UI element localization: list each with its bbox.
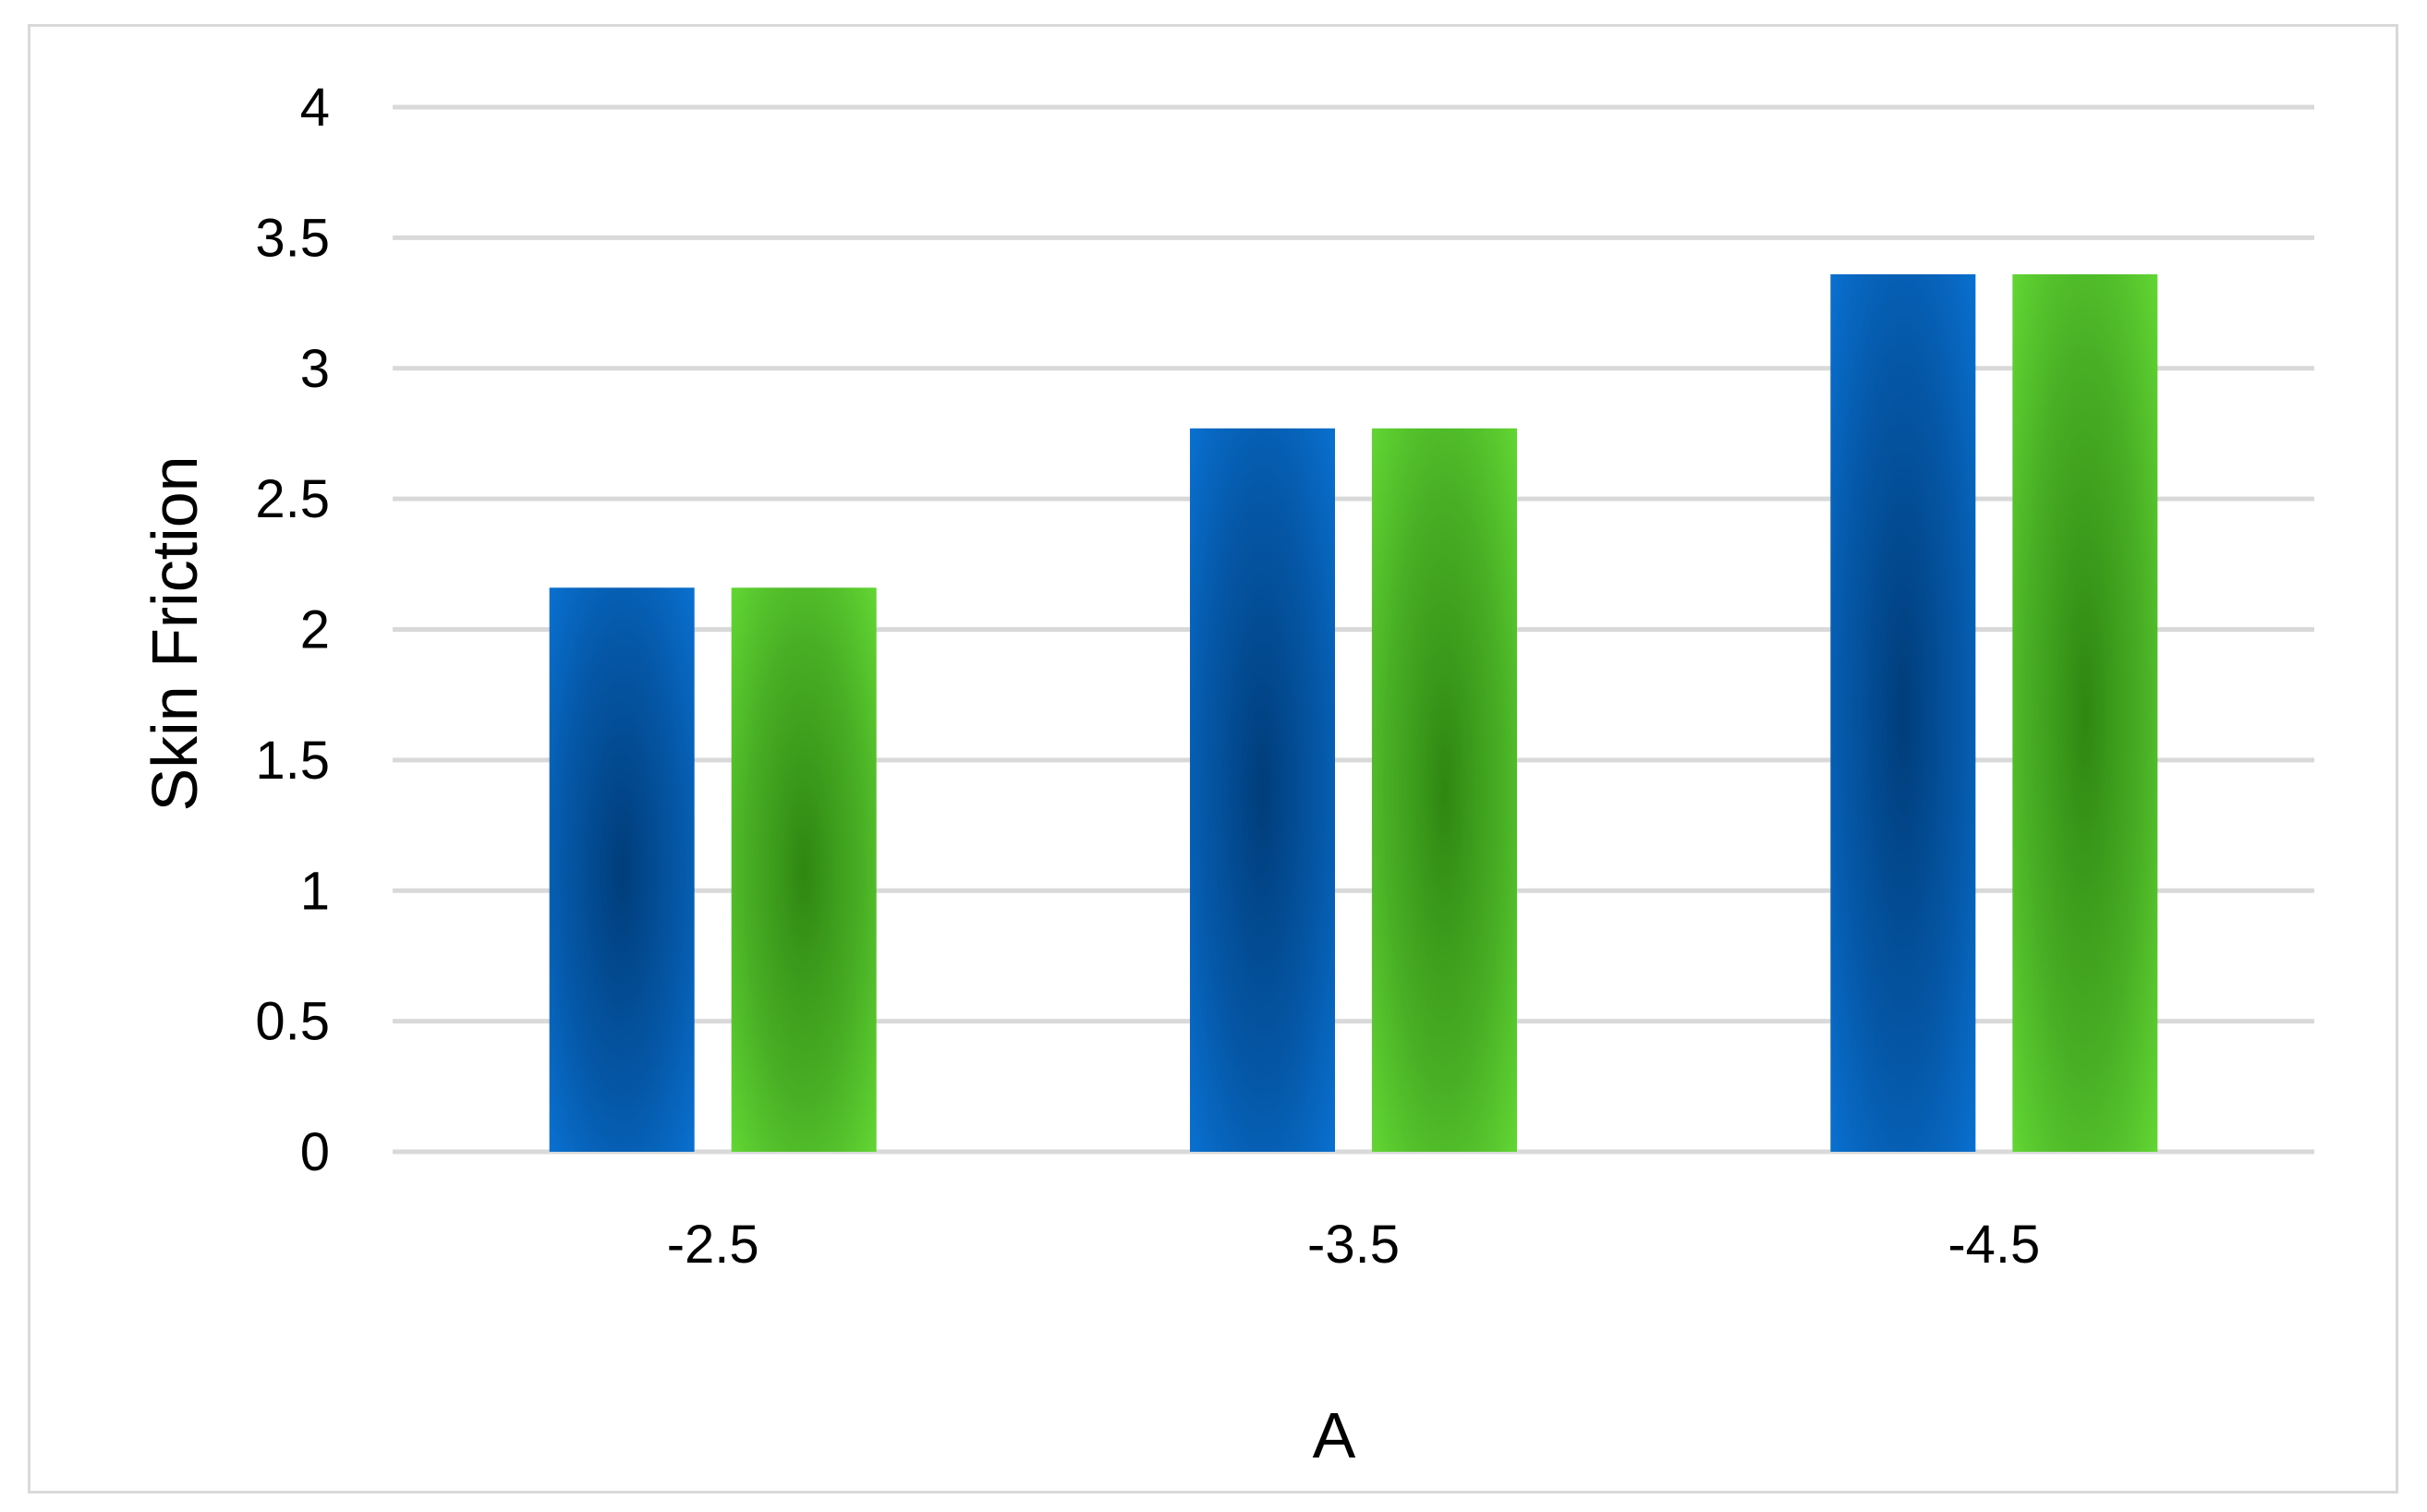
y-tick-label: 0 <box>300 1122 330 1182</box>
x-axis-ticks: -2.5 -3.5 -4.5 <box>667 1215 2041 1275</box>
x-tick-label: -4.5 <box>1948 1215 2040 1275</box>
x-axis-title: A <box>1313 1399 1356 1471</box>
bar-series-2-cat-3 <box>2012 273 2158 1153</box>
bar-series-1-cat-2 <box>1190 428 1335 1153</box>
bar-series-1-cat-3 <box>1830 273 1976 1153</box>
y-tick-label: 0.5 <box>255 992 330 1052</box>
y-axis-title: Skin Friction <box>139 455 211 811</box>
y-tick-label: 3 <box>300 339 330 399</box>
bar-series-1-cat-1 <box>549 587 695 1152</box>
y-axis-ticks: 0 0.5 1 1.5 2 2.5 3 3.5 4 <box>255 78 330 1182</box>
bar-series-2-cat-1 <box>731 587 877 1152</box>
gridlines <box>393 104 2314 1155</box>
bar-series-2-cat-2 <box>1372 428 1517 1153</box>
y-tick-label: 1.5 <box>255 731 330 791</box>
y-tick-label: 4 <box>300 78 330 138</box>
x-tick-label: -2.5 <box>667 1215 759 1275</box>
y-tick-label: 2 <box>300 600 330 660</box>
bars <box>549 273 2158 1153</box>
y-tick-label: 1 <box>300 861 330 921</box>
y-tick-label: 2.5 <box>255 469 330 529</box>
x-tick-label: -3.5 <box>1307 1215 1400 1275</box>
y-tick-label: 3.5 <box>255 208 330 268</box>
